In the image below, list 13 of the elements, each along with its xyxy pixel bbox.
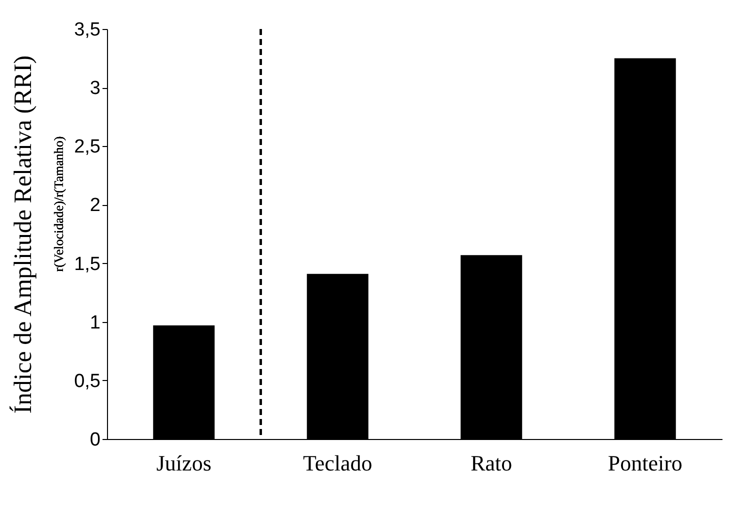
y-tick-label: 3 [90,78,100,100]
x-tick-label: Teclado [302,450,372,476]
y-tick-label: 2 [90,195,100,216]
y-tick-label: 0 [90,430,100,450]
y-tick-label: 0,5 [74,370,100,392]
y-tick-label: 1,5 [74,254,100,275]
x-tick-label: Ponteiro [608,450,682,476]
x-tick-label: Juízos [156,450,212,476]
y-tick-label: 3,5 [74,20,100,40]
y-tick-label: 1 [90,312,100,334]
x-tick-label: Rato [470,450,512,476]
y-axis-title: Índice de Amplitude Relativa (RRI)r(Velocidade)/r(Tamanho) [9,55,66,414]
y-tick-label: 2,5 [74,136,100,158]
